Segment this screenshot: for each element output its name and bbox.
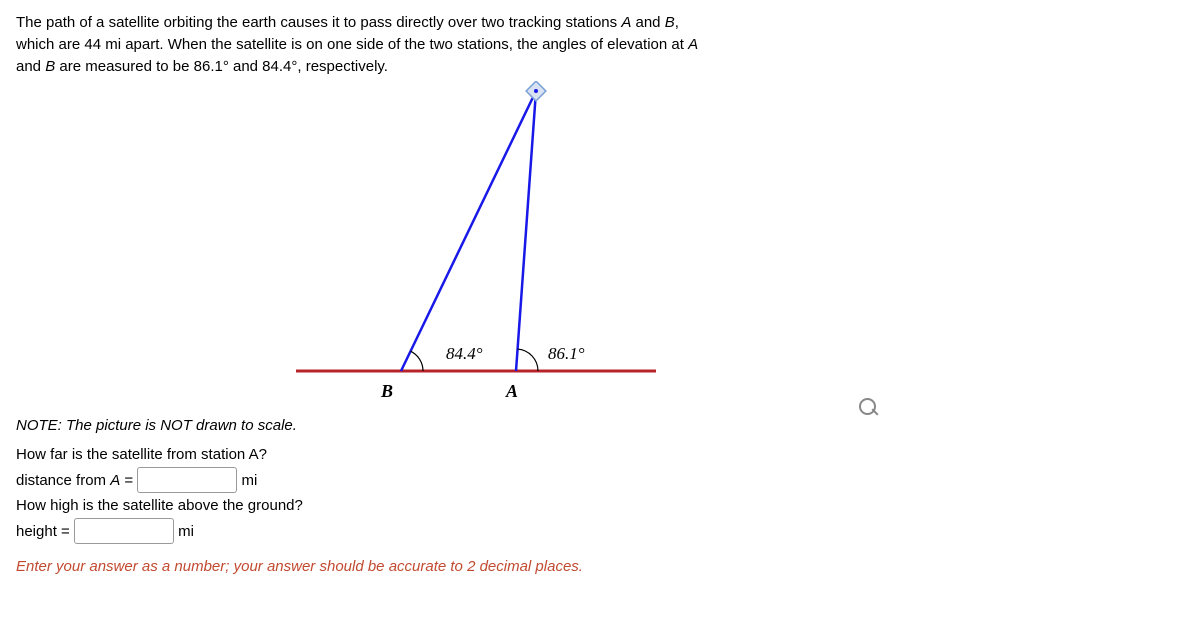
accuracy-note: Enter your answer as a number; your answ… [16, 558, 1184, 575]
svg-text:B: B [380, 381, 393, 401]
station-a: A [621, 14, 631, 31]
unit-label: mi [178, 523, 194, 540]
station-a: A [688, 36, 698, 53]
text: and [631, 14, 664, 31]
label-text: height = [16, 523, 74, 540]
label-text: = [120, 472, 137, 489]
text: , [675, 14, 679, 31]
question-1: How far is the satellite from station A? [16, 446, 1184, 463]
triangle-diagram: 84.4° 86.1° B A [236, 81, 936, 411]
question-2: How high is the satellite above the grou… [16, 497, 1184, 514]
text: and [16, 58, 45, 75]
label-text: distance from [16, 472, 110, 489]
answer-row-2: height = mi [16, 518, 1184, 544]
svg-text:86.1°: 86.1° [548, 344, 585, 363]
unit-label: mi [242, 472, 258, 489]
scale-note: NOTE: The picture is NOT drawn to scale. [16, 417, 1184, 434]
text: which are 44 mi apart. When the satellit… [16, 36, 688, 53]
station-b: B [45, 58, 55, 75]
answer-row-1: distance from A = mi [16, 467, 1184, 493]
magnifier-icon[interactable] [859, 398, 876, 415]
height-input[interactable] [74, 518, 174, 544]
text: The path of a satellite orbiting the ear… [16, 14, 621, 31]
diagram-container: 84.4° 86.1° B A [236, 81, 936, 411]
svg-text:84.4°: 84.4° [446, 344, 483, 363]
text: are measured to be 86.1° and 84.4°, resp… [55, 58, 388, 75]
distance-input[interactable] [137, 467, 237, 493]
station-a: A [110, 472, 120, 489]
station-b: B [665, 14, 675, 31]
problem-statement: The path of a satellite orbiting the ear… [16, 12, 1184, 77]
svg-text:A: A [505, 381, 518, 401]
